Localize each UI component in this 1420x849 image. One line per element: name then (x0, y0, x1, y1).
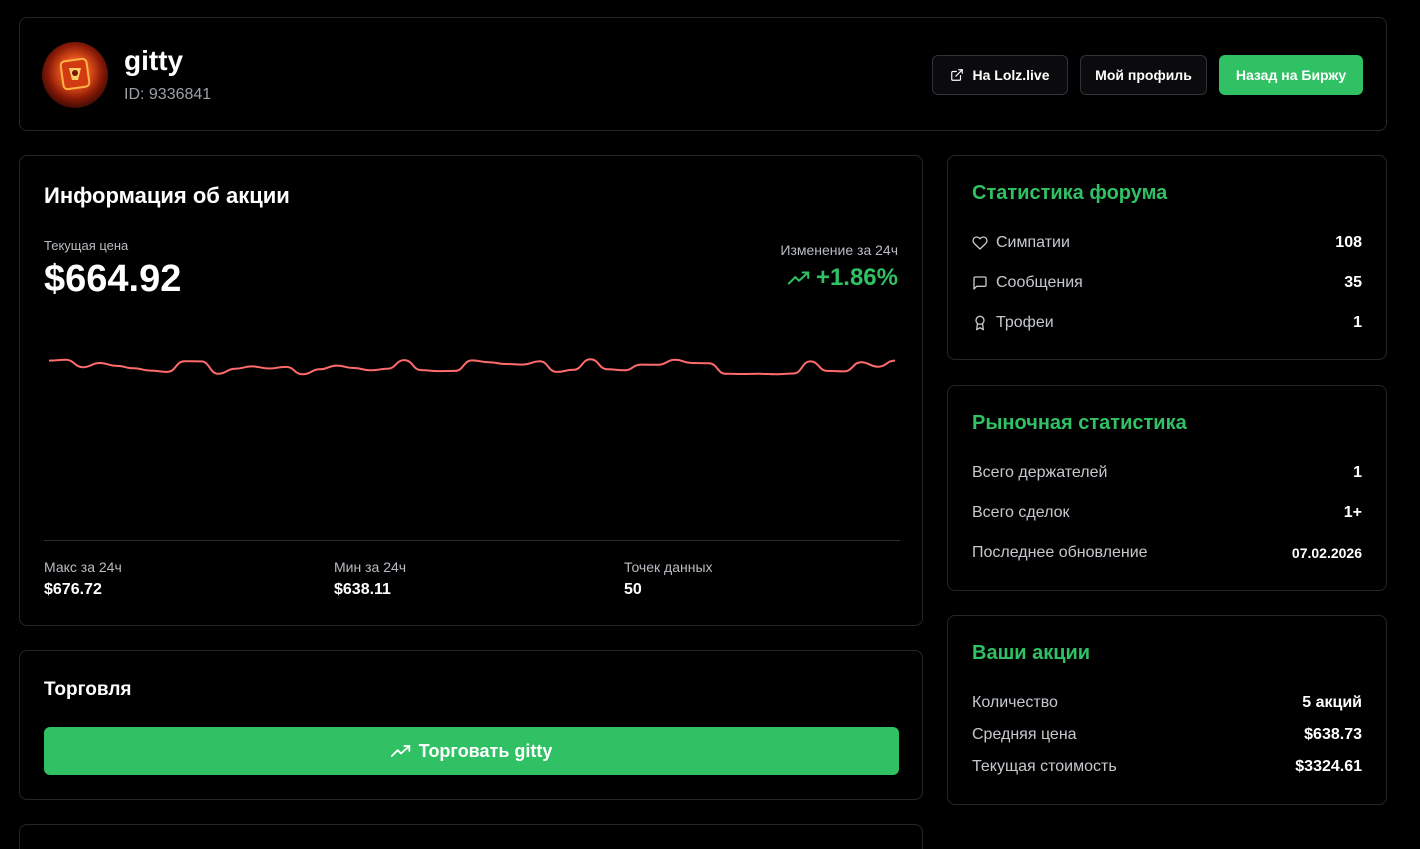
change-24h-value: +1.86% (787, 264, 898, 292)
avatar (42, 42, 108, 108)
current-price-label: Текущая цена (44, 238, 129, 253)
forum-row-trophies: Трофеи 1 (972, 314, 1362, 332)
trade-button[interactable]: Торговать gitty (44, 727, 899, 775)
forum-trophies-value: 1 (1353, 314, 1362, 331)
back-to-exchange-button[interactable]: Назад на Биржу (1219, 55, 1363, 95)
stat-min-24h: Мин за 24ч $638.11 (334, 559, 406, 599)
stat-points-label: Точек данных (624, 559, 713, 575)
message-icon (973, 276, 987, 290)
shares-current-value-label: Текущая стоимость (972, 758, 1117, 775)
open-lolz-button[interactable]: На Lolz.live (932, 55, 1068, 95)
shares-row-quantity: Количество 5 акций (972, 694, 1362, 712)
market-deals-label: Всего сделок (972, 504, 1070, 521)
change-24h-label: Изменение за 24ч (780, 242, 898, 258)
trading-title: Торговля (44, 679, 132, 700)
price-series-line (48, 358, 896, 376)
forum-messages-value: 35 (1344, 274, 1362, 291)
trade-button-label: Торговать gitty (418, 740, 553, 761)
forum-row-messages: Сообщения 35 (972, 274, 1362, 292)
shares-row-avg-price: Средняя цена $638.73 (972, 726, 1362, 744)
shares-avg-price-label: Средняя цена (972, 726, 1077, 743)
trending-up-icon (787, 271, 810, 285)
open-lolz-label: На Lolz.live (972, 67, 1050, 83)
shares-avg-price-value: $638.73 (1304, 726, 1362, 743)
stat-points-value: 50 (624, 581, 642, 598)
market-updated-value: 07.02.2026 (1291, 545, 1362, 561)
heart-icon (972, 236, 988, 250)
next-card (19, 824, 923, 849)
forum-messages-label: Сообщения (996, 274, 1083, 291)
market-holders-value: 1 (1353, 464, 1362, 481)
stat-data-points: Точек данных 50 (624, 559, 713, 599)
avatar-emblem-icon (59, 57, 91, 91)
price-chart (48, 358, 896, 376)
stat-max-label: Макс за 24ч (44, 559, 122, 575)
award-icon (975, 315, 985, 331)
your-shares-card: Ваши акции Количество 5 акций Средняя це… (947, 615, 1387, 805)
stat-min-value: $638.11 (334, 581, 391, 598)
your-shares-title: Ваши акции (972, 642, 1091, 664)
forum-stats-card: Статистика форума Симпатии 108 Сообщения… (947, 155, 1387, 360)
forum-likes-value: 108 (1335, 234, 1362, 251)
trading-card: Торговля Торговать gitty (19, 650, 923, 800)
chart-divider (44, 540, 900, 541)
market-row-deals: Всего сделок 1+ (972, 504, 1362, 522)
stat-max-24h: Макс за 24ч $676.72 (44, 559, 122, 599)
market-holders-label: Всего держателей (972, 464, 1108, 481)
my-profile-button[interactable]: Мой профиль (1080, 55, 1207, 95)
market-stats-card: Рыночная статистика Всего держателей 1 В… (947, 385, 1387, 591)
market-deals-value: 1+ (1343, 504, 1362, 521)
forum-likes-label: Симпатии (996, 234, 1070, 251)
profile-header: gitty ID: 9336841 На Lolz.live Мой профи… (19, 17, 1387, 131)
market-updated-label: Последнее обновление (972, 544, 1148, 561)
stock-info-card: Информация об акции Текущая цена $664.92… (19, 155, 923, 626)
change-24h-text: +1.86% (815, 264, 898, 291)
user-id: ID: 9336841 (124, 86, 212, 103)
shares-quantity-label: Количество (972, 694, 1058, 711)
market-stats-title: Рыночная статистика (972, 412, 1187, 434)
trending-up-icon (390, 745, 410, 757)
stock-info-title: Информация об акции (44, 183, 290, 208)
current-price: $664.92 (44, 258, 182, 300)
my-profile-label: Мой профиль (1095, 67, 1192, 83)
forum-row-likes: Симпатии 108 (972, 234, 1362, 252)
shares-row-current-value: Текущая стоимость $3324.61 (972, 758, 1362, 776)
market-row-holders: Всего держателей 1 (972, 464, 1362, 482)
external-link-icon (951, 69, 964, 81)
shares-current-value-value: $3324.61 (1295, 758, 1362, 775)
market-row-updated: Последнее обновление 07.02.2026 (972, 544, 1362, 562)
forum-trophies-label: Трофеи (996, 314, 1054, 331)
forum-stats-title: Статистика форума (972, 182, 1168, 204)
back-to-exchange-label: Назад на Биржу (1235, 67, 1347, 83)
stat-min-label: Мин за 24ч (334, 559, 407, 575)
username: gitty (124, 45, 184, 76)
shares-quantity-value: 5 акций (1302, 694, 1362, 711)
stat-max-value: $676.72 (44, 581, 102, 598)
